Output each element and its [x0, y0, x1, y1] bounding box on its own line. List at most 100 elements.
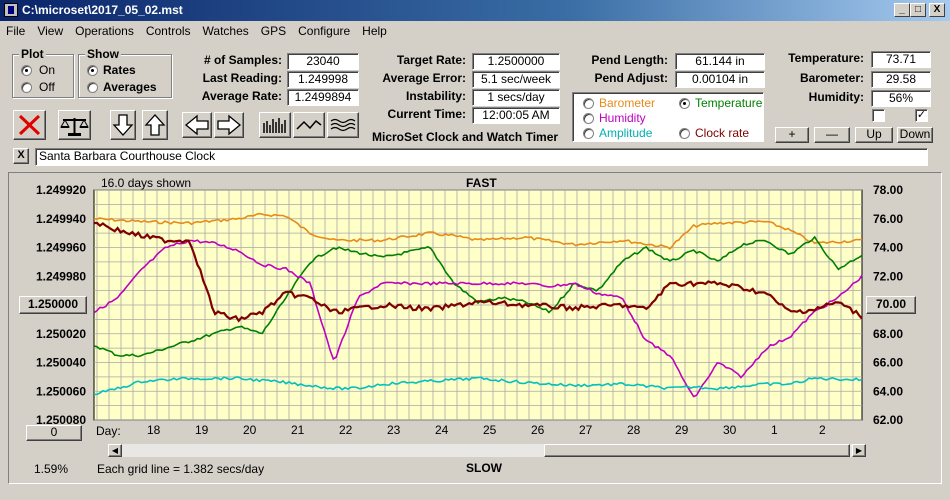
days-shown-label: 16.0 days shown	[101, 176, 192, 190]
arrow-up-icon	[144, 114, 166, 136]
show-group: Show Rates Averages	[78, 47, 172, 98]
watch-name-input[interactable]: Santa Barbara Courthouse Clock	[35, 148, 928, 166]
y-right-tick-label: 78.00	[873, 183, 903, 197]
watch-name-close-button[interactable]: X	[13, 148, 29, 164]
wave-graph-button[interactable]	[327, 112, 359, 138]
menu-view[interactable]: View	[37, 24, 64, 38]
x-tick-label: 1	[771, 423, 778, 437]
y-right-tick-label: 72.00	[873, 269, 903, 283]
barometer-radio[interactable]	[583, 98, 594, 109]
down-arrow-button[interactable]	[110, 110, 136, 140]
x-tick-label: 28	[627, 423, 641, 437]
pend-adjust-field: 0.00104 in	[675, 71, 765, 88]
app-icon	[4, 3, 18, 17]
temperature-label: Temperature:	[788, 51, 864, 65]
pend-length-field[interactable]: 61.144 in	[675, 53, 765, 70]
y-left-tick-label: 1.249980	[36, 269, 86, 283]
day-axis-label: Day:	[96, 424, 121, 438]
current-time-field: 12:00:05 AM	[472, 107, 560, 124]
center-value-button[interactable]: 1.250000	[19, 296, 87, 314]
current-time-label: Current Time:	[387, 107, 466, 121]
scale-up-button[interactable]: Up	[855, 127, 893, 143]
barometer-option-label: Barometer	[599, 96, 656, 110]
offset-button[interactable]: 0	[26, 425, 82, 441]
line-graph-button[interactable]	[293, 112, 325, 138]
clear-button[interactable]	[13, 110, 46, 140]
y-left-tick-label: 1.250040	[36, 356, 86, 370]
instability-field: 1 secs/day	[472, 89, 560, 106]
amplitude-radio[interactable]	[583, 128, 594, 139]
y-left-tick-label: 1.250060	[36, 384, 86, 398]
menu-help[interactable]: Help	[362, 24, 387, 38]
menu-watches[interactable]: Watches	[202, 24, 249, 38]
balance-button[interactable]	[58, 110, 91, 140]
scroll-left-icon[interactable]: ◀	[108, 444, 122, 457]
scale-down-button[interactable]: Down	[897, 127, 933, 143]
humidity-label: Humidity:	[808, 90, 864, 104]
menu-file[interactable]: File	[6, 24, 26, 38]
bar-graph-button[interactable]	[259, 112, 291, 138]
temperature-radio[interactable]	[679, 98, 690, 109]
x-tick-label: 24	[435, 423, 449, 437]
option-checkbox-2[interactable]: ✓	[915, 109, 928, 122]
close-window-button[interactable]: X	[929, 3, 945, 17]
scroll-right-icon[interactable]: ▶	[852, 444, 866, 457]
grid-note: Each grid line = 1.382 secs/day	[97, 462, 265, 476]
clock-rate-radio[interactable]	[679, 128, 690, 139]
y-right-tick-label: 62.00	[873, 413, 903, 427]
minimize-button[interactable]: _	[894, 3, 910, 17]
scale-minus-button[interactable]: —	[814, 127, 850, 143]
y-left-tick-label: 1.249940	[36, 212, 86, 226]
fast-label: FAST	[466, 176, 497, 190]
x-tick-label: 25	[483, 423, 497, 437]
show-rates-radio[interactable]	[87, 65, 98, 76]
series-line-clock-rate	[93, 221, 863, 323]
y-left-tick-label: 1.250020	[36, 327, 86, 341]
right-arrow-button[interactable]	[214, 112, 244, 138]
average-error-label: Average Error:	[382, 71, 466, 85]
up-arrow-button[interactable]	[142, 110, 168, 140]
scroll-thumb[interactable]	[544, 444, 850, 457]
pend-adjust-label: Pend Adjust:	[594, 71, 668, 85]
menu-controls[interactable]: Controls	[145, 24, 191, 38]
x-tick-label: 22	[339, 423, 353, 437]
x-tick-label: 19	[195, 423, 209, 437]
right-axis-value-button[interactable]: 70.00	[866, 296, 916, 314]
series-line-barometer	[93, 212, 863, 250]
menu-configure[interactable]: Configure	[298, 24, 351, 38]
series-line-humidity	[93, 239, 863, 398]
left-arrow-button[interactable]	[182, 112, 212, 138]
average-error-field: 5.1 sec/week	[472, 71, 560, 88]
y-left-tick-label: 1.249960	[36, 241, 86, 255]
menu-operations[interactable]: Operations	[75, 24, 134, 38]
horizontal-scrollbar[interactable]: ◀ ▶	[107, 443, 867, 458]
humidity-radio[interactable]	[583, 113, 594, 124]
line-graph-icon	[296, 119, 322, 130]
bar-graph-icon	[263, 118, 286, 133]
series-line-amplitude	[93, 376, 863, 396]
barometer-label: Barometer:	[799, 71, 864, 85]
x-tick-label: 2	[819, 423, 826, 437]
menu-gps[interactable]: GPS	[260, 24, 287, 38]
pend-length-label: Pend Length:	[591, 53, 668, 67]
app-caption: MicroSet Clock and Watch Timer	[372, 130, 559, 144]
plot-off-radio[interactable]	[21, 82, 32, 93]
y-left-tick-label: 1.249920	[36, 183, 86, 197]
last-reading-field: 1.249998	[287, 71, 359, 88]
balance-scale-icon	[60, 118, 89, 136]
temperature-field: 73.71	[871, 51, 931, 68]
x-tick-label: 23	[387, 423, 401, 437]
last-reading-label: Last Reading:	[202, 71, 282, 85]
show-group-title: Show	[85, 47, 121, 61]
maximize-button[interactable]: □	[910, 3, 926, 17]
scale-plus-button[interactable]: +	[775, 127, 809, 143]
red-x-icon	[18, 114, 41, 136]
plot-on-radio[interactable]	[21, 65, 32, 76]
option-checkbox-1[interactable]	[872, 109, 885, 122]
instability-label: Instability:	[405, 89, 466, 103]
target-rate-field[interactable]: 1.2500000	[472, 53, 560, 70]
x-tick-label: 29	[675, 423, 689, 437]
plot-on-label: On	[39, 63, 56, 77]
axis-ticks: 1.249920 1.249940 1.249960 1.249980 1.250020…	[36, 183, 903, 437]
show-averages-radio[interactable]	[87, 82, 98, 93]
